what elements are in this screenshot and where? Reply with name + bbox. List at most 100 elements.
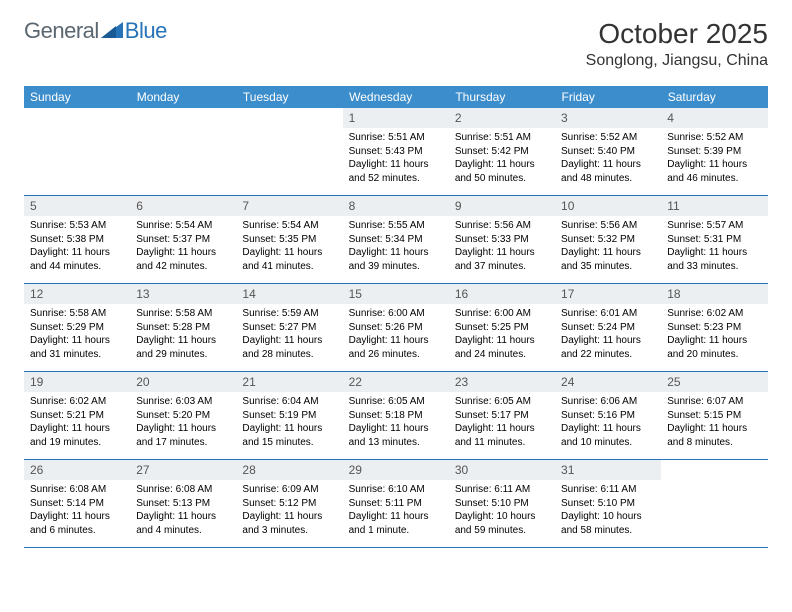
logo: General Blue [24, 18, 167, 44]
day-cell: 12Sunrise: 5:58 AMSunset: 5:29 PMDayligh… [24, 284, 130, 372]
day-details [236, 128, 342, 195]
day-number: 14 [236, 284, 342, 304]
day-cell: 14Sunrise: 5:59 AMSunset: 5:27 PMDayligh… [236, 284, 342, 372]
day-number: 6 [130, 196, 236, 216]
day-cell: 6Sunrise: 5:54 AMSunset: 5:37 PMDaylight… [130, 196, 236, 284]
day-details: Sunrise: 6:03 AMSunset: 5:20 PMDaylight:… [130, 392, 236, 459]
day-cell: 15Sunrise: 6:00 AMSunset: 5:26 PMDayligh… [343, 284, 449, 372]
day-details: Sunrise: 6:01 AMSunset: 5:24 PMDaylight:… [555, 304, 661, 371]
weekday-header: Tuesday [236, 86, 342, 108]
day-cell: 8Sunrise: 5:55 AMSunset: 5:34 PMDaylight… [343, 196, 449, 284]
day-details: Sunrise: 6:06 AMSunset: 5:16 PMDaylight:… [555, 392, 661, 459]
day-number: 1 [343, 108, 449, 128]
day-cell: 28Sunrise: 6:09 AMSunset: 5:12 PMDayligh… [236, 460, 342, 548]
day-number: 10 [555, 196, 661, 216]
day-details: Sunrise: 6:11 AMSunset: 5:10 PMDaylight:… [449, 480, 555, 547]
day-details: Sunrise: 6:02 AMSunset: 5:23 PMDaylight:… [661, 304, 767, 371]
day-details: Sunrise: 5:51 AMSunset: 5:43 PMDaylight:… [343, 128, 449, 195]
logo-triangle-icon [101, 20, 123, 43]
day-cell: 17Sunrise: 6:01 AMSunset: 5:24 PMDayligh… [555, 284, 661, 372]
day-details: Sunrise: 5:56 AMSunset: 5:33 PMDaylight:… [449, 216, 555, 283]
day-number: 15 [343, 284, 449, 304]
day-number: 13 [130, 284, 236, 304]
day-details: Sunrise: 5:55 AMSunset: 5:34 PMDaylight:… [343, 216, 449, 283]
day-number: 24 [555, 372, 661, 392]
day-details: Sunrise: 5:57 AMSunset: 5:31 PMDaylight:… [661, 216, 767, 283]
day-details: Sunrise: 6:08 AMSunset: 5:14 PMDaylight:… [24, 480, 130, 547]
day-details: Sunrise: 6:05 AMSunset: 5:18 PMDaylight:… [343, 392, 449, 459]
day-number: 7 [236, 196, 342, 216]
day-number: 9 [449, 196, 555, 216]
day-cell: 21Sunrise: 6:04 AMSunset: 5:19 PMDayligh… [236, 372, 342, 460]
day-details: Sunrise: 6:00 AMSunset: 5:26 PMDaylight:… [343, 304, 449, 371]
day-cell: 25Sunrise: 6:07 AMSunset: 5:15 PMDayligh… [661, 372, 767, 460]
day-details: Sunrise: 5:54 AMSunset: 5:35 PMDaylight:… [236, 216, 342, 283]
day-details: Sunrise: 5:52 AMSunset: 5:40 PMDaylight:… [555, 128, 661, 195]
weekday-header-row: SundayMondayTuesdayWednesdayThursdayFrid… [24, 86, 768, 108]
day-cell: 5Sunrise: 5:53 AMSunset: 5:38 PMDaylight… [24, 196, 130, 284]
day-details: Sunrise: 5:53 AMSunset: 5:38 PMDaylight:… [24, 216, 130, 283]
day-cell: 10Sunrise: 5:56 AMSunset: 5:32 PMDayligh… [555, 196, 661, 284]
day-details: Sunrise: 5:59 AMSunset: 5:27 PMDaylight:… [236, 304, 342, 371]
title-block: October 2025 Songlong, Jiangsu, China [586, 18, 768, 70]
day-details [661, 480, 767, 547]
day-number: 17 [555, 284, 661, 304]
day-cell: 31Sunrise: 6:11 AMSunset: 5:10 PMDayligh… [555, 460, 661, 548]
day-cell: 23Sunrise: 6:05 AMSunset: 5:17 PMDayligh… [449, 372, 555, 460]
weekday-header: Monday [130, 86, 236, 108]
empty-cell [130, 108, 236, 196]
day-details: Sunrise: 5:54 AMSunset: 5:37 PMDaylight:… [130, 216, 236, 283]
day-number: 31 [555, 460, 661, 480]
day-number: 12 [24, 284, 130, 304]
weekday-header: Wednesday [343, 86, 449, 108]
empty-cell [236, 108, 342, 196]
day-details: Sunrise: 6:02 AMSunset: 5:21 PMDaylight:… [24, 392, 130, 459]
logo-text-blue: Blue [125, 18, 167, 44]
day-details: Sunrise: 6:09 AMSunset: 5:12 PMDaylight:… [236, 480, 342, 547]
day-number: 3 [555, 108, 661, 128]
day-number: 30 [449, 460, 555, 480]
day-number: 21 [236, 372, 342, 392]
day-cell: 1Sunrise: 5:51 AMSunset: 5:43 PMDaylight… [343, 108, 449, 196]
day-number: 22 [343, 372, 449, 392]
day-details: Sunrise: 6:10 AMSunset: 5:11 PMDaylight:… [343, 480, 449, 547]
empty-cell [24, 108, 130, 196]
day-details: Sunrise: 6:04 AMSunset: 5:19 PMDaylight:… [236, 392, 342, 459]
day-details [24, 128, 130, 195]
day-cell: 22Sunrise: 6:05 AMSunset: 5:18 PMDayligh… [343, 372, 449, 460]
day-cell: 13Sunrise: 5:58 AMSunset: 5:28 PMDayligh… [130, 284, 236, 372]
day-details [130, 128, 236, 195]
calendar-body: 1Sunrise: 5:51 AMSunset: 5:43 PMDaylight… [24, 108, 768, 548]
calendar-row: 12Sunrise: 5:58 AMSunset: 5:29 PMDayligh… [24, 284, 768, 372]
day-number [130, 108, 236, 128]
day-number: 20 [130, 372, 236, 392]
day-number [661, 460, 767, 480]
day-details: Sunrise: 5:58 AMSunset: 5:28 PMDaylight:… [130, 304, 236, 371]
day-cell: 26Sunrise: 6:08 AMSunset: 5:14 PMDayligh… [24, 460, 130, 548]
weekday-header: Friday [555, 86, 661, 108]
day-details: Sunrise: 5:56 AMSunset: 5:32 PMDaylight:… [555, 216, 661, 283]
day-cell: 2Sunrise: 5:51 AMSunset: 5:42 PMDaylight… [449, 108, 555, 196]
weekday-header: Thursday [449, 86, 555, 108]
day-details: Sunrise: 5:52 AMSunset: 5:39 PMDaylight:… [661, 128, 767, 195]
day-details: Sunrise: 6:05 AMSunset: 5:17 PMDaylight:… [449, 392, 555, 459]
month-title: October 2025 [586, 18, 768, 50]
empty-cell [661, 460, 767, 548]
day-cell: 29Sunrise: 6:10 AMSunset: 5:11 PMDayligh… [343, 460, 449, 548]
day-cell: 27Sunrise: 6:08 AMSunset: 5:13 PMDayligh… [130, 460, 236, 548]
day-cell: 24Sunrise: 6:06 AMSunset: 5:16 PMDayligh… [555, 372, 661, 460]
logo-text-gray: General [24, 18, 99, 44]
calendar-row: 26Sunrise: 6:08 AMSunset: 5:14 PMDayligh… [24, 460, 768, 548]
calendar-table: SundayMondayTuesdayWednesdayThursdayFrid… [24, 86, 768, 548]
day-details: Sunrise: 5:51 AMSunset: 5:42 PMDaylight:… [449, 128, 555, 195]
day-details: Sunrise: 6:00 AMSunset: 5:25 PMDaylight:… [449, 304, 555, 371]
day-cell: 3Sunrise: 5:52 AMSunset: 5:40 PMDaylight… [555, 108, 661, 196]
day-number: 18 [661, 284, 767, 304]
day-number: 4 [661, 108, 767, 128]
day-details: Sunrise: 6:11 AMSunset: 5:10 PMDaylight:… [555, 480, 661, 547]
calendar-row: 5Sunrise: 5:53 AMSunset: 5:38 PMDaylight… [24, 196, 768, 284]
header: General Blue October 2025 Songlong, Jian… [0, 0, 792, 76]
day-details: Sunrise: 6:07 AMSunset: 5:15 PMDaylight:… [661, 392, 767, 459]
day-number: 28 [236, 460, 342, 480]
location: Songlong, Jiangsu, China [586, 52, 768, 70]
